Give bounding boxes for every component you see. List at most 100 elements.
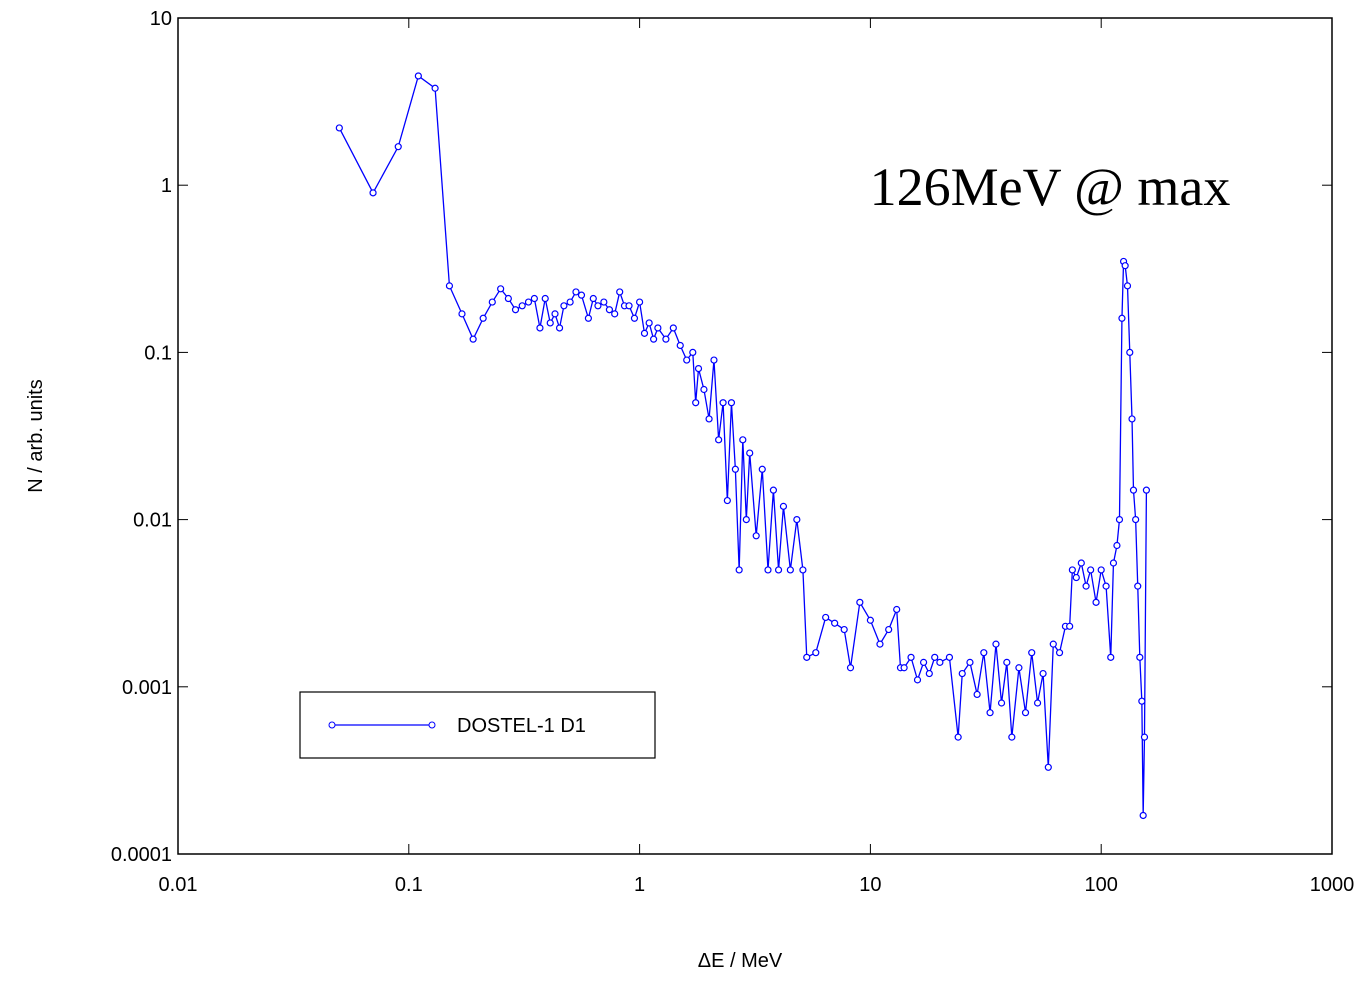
point <box>764 566 772 574</box>
point <box>1039 669 1047 678</box>
point <box>1044 763 1052 771</box>
point <box>907 653 915 661</box>
point <box>885 625 893 634</box>
point <box>566 298 574 306</box>
x-tick-label: 1000 <box>1310 874 1355 896</box>
point <box>1015 664 1023 672</box>
point <box>577 291 586 299</box>
point <box>1115 515 1124 524</box>
point <box>584 314 592 322</box>
point <box>954 733 962 741</box>
point <box>1109 559 1118 567</box>
point <box>669 324 677 332</box>
point <box>1087 566 1095 574</box>
point <box>676 341 684 350</box>
point <box>812 649 820 657</box>
point <box>958 669 966 678</box>
legend-label: DOSTEL-1 D1 <box>457 715 586 737</box>
point <box>692 399 700 407</box>
legend-marker <box>328 721 336 729</box>
point <box>536 324 544 332</box>
point <box>866 616 875 624</box>
point <box>1072 573 1080 582</box>
point <box>479 314 487 322</box>
point <box>1142 486 1151 494</box>
y-tick-label: 10 <box>150 8 172 30</box>
y-axis-label: N / arb. units <box>25 379 47 492</box>
point <box>973 690 981 699</box>
point <box>1128 415 1136 423</box>
point <box>335 124 343 132</box>
annotation: 126MeV @ max <box>870 157 1231 217</box>
point <box>1049 640 1057 648</box>
point <box>1066 622 1074 630</box>
point <box>1077 559 1085 567</box>
point <box>611 310 619 318</box>
point <box>986 709 994 717</box>
x-tick-label: 0.01 <box>159 874 198 896</box>
point <box>1055 649 1064 657</box>
point <box>1121 262 1129 270</box>
point <box>931 653 939 661</box>
point <box>752 532 760 540</box>
point <box>488 298 496 306</box>
point <box>1118 314 1126 322</box>
point <box>997 699 1006 707</box>
point <box>683 356 691 364</box>
point <box>1123 282 1132 290</box>
point <box>913 676 922 684</box>
y-tick-label: 0.001 <box>122 677 172 699</box>
point <box>945 653 954 661</box>
point <box>719 399 727 407</box>
point <box>1134 582 1142 590</box>
point <box>414 72 422 80</box>
point <box>786 566 794 574</box>
point <box>731 465 739 473</box>
point <box>710 356 718 364</box>
point <box>831 619 839 627</box>
point <box>600 298 608 306</box>
point <box>966 658 974 666</box>
point <box>640 329 649 337</box>
point <box>1033 699 1042 707</box>
point <box>645 319 653 327</box>
plot-frame <box>177 17 1333 855</box>
point <box>723 496 731 505</box>
point <box>662 335 670 343</box>
point <box>1092 598 1100 606</box>
point <box>803 653 811 661</box>
point <box>799 566 807 574</box>
point <box>822 613 830 622</box>
point <box>589 294 597 303</box>
point <box>793 515 801 524</box>
point <box>705 415 713 423</box>
point <box>445 282 454 290</box>
point <box>1138 697 1146 705</box>
point <box>1102 582 1110 590</box>
point <box>900 664 908 672</box>
point <box>511 306 520 314</box>
point <box>1021 709 1030 717</box>
point <box>992 640 1000 648</box>
x-tick-label: 10 <box>859 874 881 896</box>
point <box>635 298 644 306</box>
point <box>694 365 703 373</box>
y-tick-label: 1 <box>161 175 172 197</box>
point <box>524 298 533 306</box>
point <box>1097 566 1105 574</box>
point <box>715 436 723 444</box>
point <box>1140 733 1149 741</box>
point <box>925 669 933 678</box>
point <box>650 335 658 343</box>
point <box>1068 566 1076 574</box>
y-tick-label: 0.0001 <box>111 844 172 866</box>
point <box>504 294 512 303</box>
x-tick-label: 100 <box>1085 874 1118 896</box>
point <box>876 640 884 648</box>
point <box>541 294 549 303</box>
x-tick-label: 1 <box>634 874 645 896</box>
point <box>1008 733 1016 741</box>
point <box>572 288 580 296</box>
